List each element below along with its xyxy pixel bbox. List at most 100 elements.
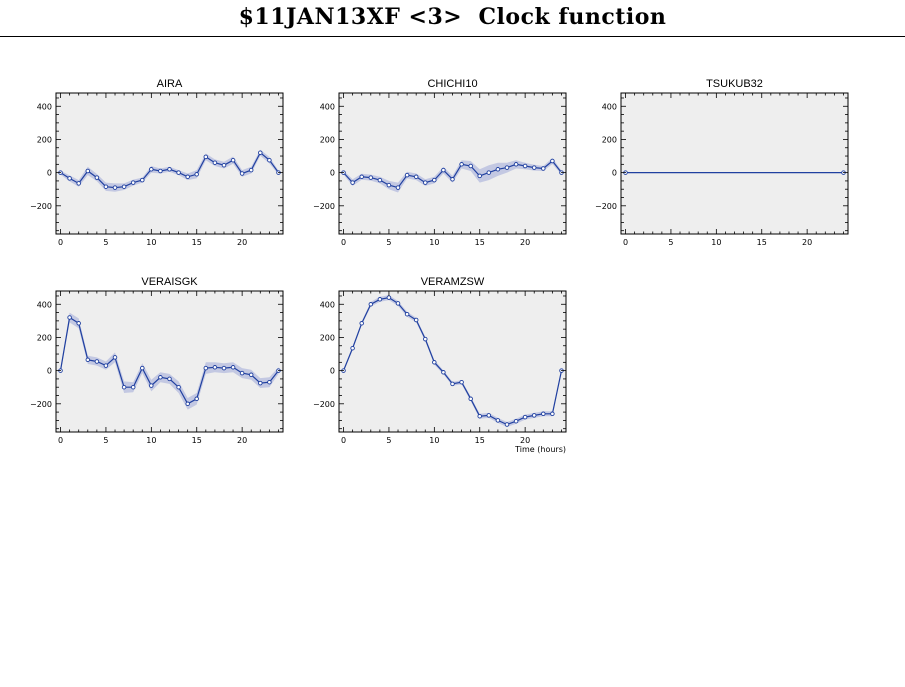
x-tick-label: 20 [237,436,247,445]
y-tick-label: 400 [320,102,335,111]
y-tick-label: 400 [602,102,617,111]
data-point [395,301,401,306]
data-point [386,295,392,300]
data-point [248,167,254,173]
data-point [248,372,254,378]
y-tick-label: 0 [330,367,335,376]
data-point [386,182,392,188]
data-point [112,355,118,360]
x-axis-label: Time (hours) [514,445,566,454]
x-tick-label: 15 [757,238,767,247]
data-point [185,401,190,407]
data-point [76,321,81,326]
data-point [350,180,355,185]
data-point [267,157,272,163]
data-point [359,174,364,180]
data-point [76,181,81,186]
data-point [239,171,245,176]
data-point [140,365,145,371]
chart-panel: TSUKUB32 −200 0 200 400 0 5 10 15 20 [595,78,849,247]
data-point [149,167,154,172]
y-tick-label: 400 [320,300,335,309]
plot-background [339,291,566,432]
x-tick-label: 5 [386,436,391,445]
data-point [140,177,145,183]
panel-title: VERAISGK [141,276,198,288]
x-tick-label: 5 [103,436,108,445]
data-point [94,175,100,180]
data-point [468,396,473,402]
data-point [94,359,100,364]
x-tick-label: 5 [103,238,108,247]
data-point [377,177,383,183]
x-tick-label: 10 [429,238,439,247]
chart-panel: AIRA −200 0 200 400 0 5 10 15 20 [30,78,284,247]
data-point [513,418,519,424]
data-point [486,170,492,175]
plot-background [339,93,566,234]
x-tick-label: 5 [386,238,391,247]
data-point [121,184,127,189]
data-point [230,365,236,370]
data-point [176,170,181,175]
x-tick-label: 20 [237,238,247,247]
y-tick-label: 200 [320,135,335,144]
y-tick-label: −200 [30,400,52,409]
x-tick-label: 0 [623,238,628,247]
data-point [423,336,428,342]
data-point [203,365,209,371]
y-tick-label: 0 [330,169,335,178]
data-point [258,150,263,155]
panel-title: CHICHI10 [427,78,477,90]
data-point [112,185,118,190]
data-point [67,315,72,320]
series-0 [58,149,281,192]
chart-panel: VERAISGK −200 0 200 400 0 5 10 15 20 [30,276,284,445]
data-point [413,174,419,180]
data-point [441,370,446,375]
x-tick-label: 15 [192,436,202,445]
data-point [550,158,555,164]
x-tick-label: 10 [146,436,156,445]
data-point [541,411,546,417]
data-point [267,379,272,385]
page-title: $11JAN13XF <3> Clock function [238,4,667,30]
y-tick-label: 200 [37,333,52,342]
data-point [239,370,245,376]
error-band [60,312,279,410]
data-point [176,384,181,390]
data-point [441,167,446,173]
x-tick-label: 10 [429,436,439,445]
data-point [450,381,455,387]
data-point [368,302,374,307]
data-point [212,160,218,165]
y-tick-label: 400 [37,102,52,111]
data-point [432,177,437,183]
data-point [203,154,209,160]
data-point [121,384,127,390]
data-point [85,357,91,363]
data-point [468,163,473,169]
x-tick-label: 0 [341,238,346,247]
data-point [459,162,464,167]
data-point [531,413,537,418]
data-point [130,180,136,185]
data-point [377,297,383,302]
x-tick-label: 0 [58,238,63,247]
data-point [185,174,190,180]
x-tick-label: 20 [802,238,812,247]
y-tick-label: 0 [47,169,52,178]
x-tick-label: 15 [192,238,202,247]
data-point [432,360,437,365]
error-band [343,295,562,427]
panel-title: AIRA [157,78,183,90]
data-point [522,163,528,169]
data-point [477,413,482,419]
data-point [450,177,455,182]
x-tick-label: 0 [58,436,63,445]
data-point [495,167,501,172]
data-point [522,414,528,420]
y-tick-label: −200 [313,202,335,211]
